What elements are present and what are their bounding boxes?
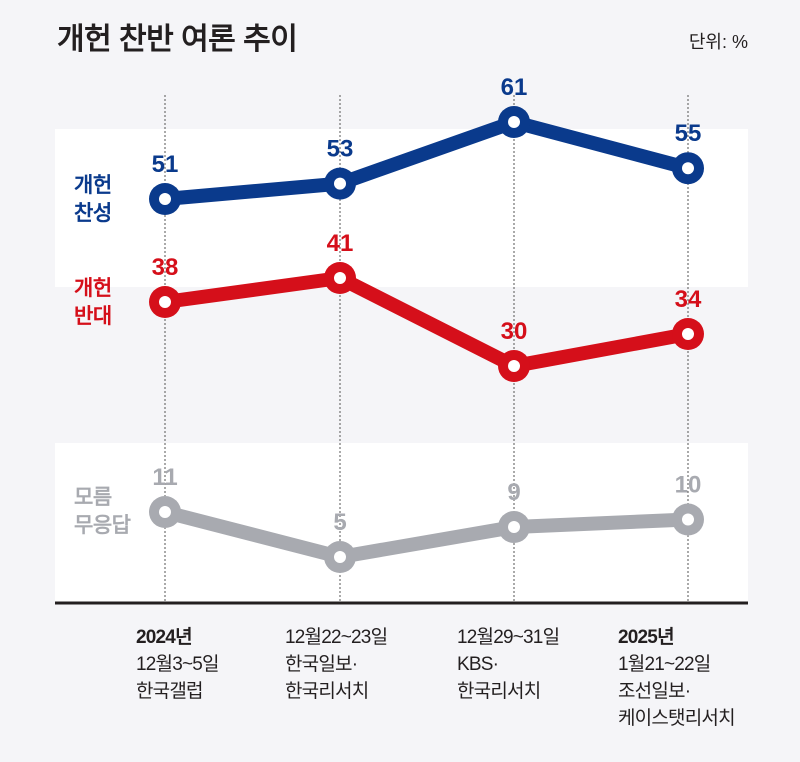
- series-label-line: 찬성: [74, 202, 112, 225]
- series-label-oppose: 개헌 반대: [74, 275, 112, 331]
- data-label: 9: [507, 479, 520, 506]
- data-label: 41: [327, 230, 354, 257]
- x-tick-date: 12월22~23일: [285, 627, 388, 648]
- x-tick-label: 2025년 1월21~22일 조선일보· 케이스탯리서치: [618, 624, 736, 732]
- data-label: 53: [327, 136, 354, 163]
- x-tick-year: 2025년: [618, 627, 675, 648]
- data-label: 55: [675, 120, 702, 147]
- data-point-hole: [159, 296, 171, 308]
- series-2: 11 5 9 10: [149, 464, 704, 573]
- x-tick-date: 12월3~5일: [136, 654, 220, 675]
- data-label: 30: [501, 318, 528, 345]
- series-line: [164, 115, 690, 206]
- x-tick-label: 2024년 12월3~5일 한국갤럽: [136, 624, 220, 705]
- data-label: 11: [152, 464, 177, 491]
- series-line: [163, 505, 689, 564]
- data-label: 38: [152, 254, 179, 281]
- x-tick-date: 12월29~31일: [457, 627, 560, 648]
- data-label: 61: [501, 74, 528, 101]
- x-tick-source: 한국리서치: [457, 681, 541, 702]
- data-point-hole: [682, 162, 694, 175]
- series-label-line: 반대: [74, 305, 112, 328]
- series-label-line: 모름: [74, 486, 112, 509]
- x-tick-source: 조선일보·: [618, 681, 691, 702]
- data-label: 5: [333, 509, 346, 536]
- series-line: [164, 271, 690, 373]
- unit-label: 단위: %: [688, 32, 748, 52]
- x-tick-source: 한국갤럽: [136, 681, 204, 702]
- x-tick-date: 1월21~22일: [618, 654, 711, 675]
- series-label-approve: 개헌 찬성: [74, 172, 112, 228]
- data-point-hole: [334, 272, 346, 284]
- series-0: 51 53 61 55: [149, 74, 704, 215]
- data-point-hole: [334, 551, 346, 563]
- data-point-hole: [159, 506, 171, 518]
- x-tick-label: 12월29~31일 KBS· 한국리서치: [457, 624, 560, 705]
- data-label: 51: [152, 151, 179, 178]
- x-tick-year: 2024년: [136, 627, 193, 648]
- chart-title: 개헌 찬반 여론 추이: [57, 23, 298, 56]
- data-point-hole: [159, 193, 171, 205]
- data-point-hole: [508, 360, 520, 372]
- series-label-line: 무응답: [74, 514, 131, 537]
- data-point-hole: [508, 521, 520, 533]
- data-label: 34: [675, 286, 702, 313]
- series-label-unknown: 모름 무응답: [74, 484, 131, 540]
- data-point-hole: [508, 116, 520, 128]
- data-point-hole: [682, 328, 694, 340]
- series-label-line: 개헌: [74, 277, 112, 300]
- data-point-hole: [682, 513, 694, 526]
- x-tick-source: 한국리서치: [285, 681, 369, 702]
- x-tick-source: 케이스탯리서치: [618, 708, 736, 729]
- data-point-hole: [334, 177, 346, 190]
- data-label: 10: [675, 472, 702, 499]
- x-tick-source: 한국일보·: [285, 654, 358, 675]
- series-1: 38 41 30 34: [149, 230, 704, 382]
- x-tick-source: KBS·: [457, 654, 499, 675]
- series-label-line: 개헌: [74, 174, 112, 197]
- x-tick-label: 12월22~23일 한국일보· 한국리서치: [285, 624, 388, 705]
